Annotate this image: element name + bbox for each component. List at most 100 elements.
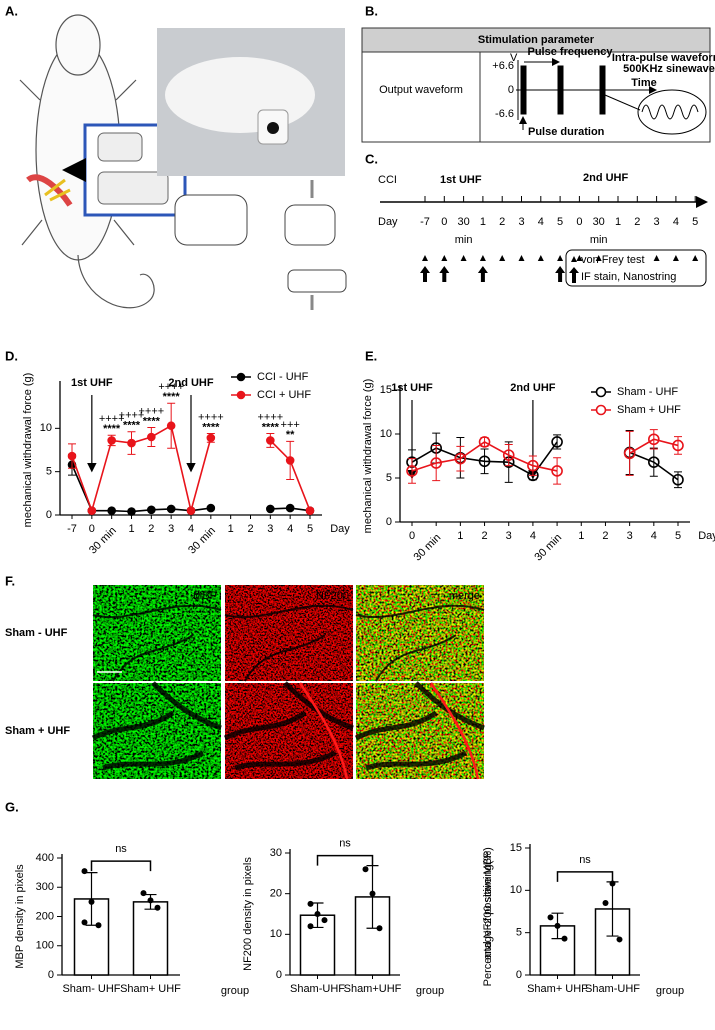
data-point <box>305 506 315 515</box>
data-point <box>623 447 636 460</box>
significance: **** <box>163 391 181 403</box>
data-point <box>285 503 295 513</box>
x-axis-label: Day <box>330 523 350 535</box>
timeline-tick-label: 0 <box>576 216 582 228</box>
x-axis-label: Day <box>698 530 715 542</box>
significance: ++++ <box>99 413 125 425</box>
von-frey-marker <box>422 255 428 261</box>
x-tick-label: Sham+ UHF <box>527 983 588 995</box>
column-label: NF200 <box>316 590 349 602</box>
table-title: Stimulation parameter <box>478 34 595 46</box>
legend-box <box>565 249 707 287</box>
data-point <box>107 436 116 445</box>
y-tick-label: 20 <box>270 888 282 900</box>
von-frey-marker <box>576 255 583 261</box>
significance-bracket <box>90 860 152 872</box>
timeline-start: CCI <box>378 174 397 186</box>
error-bar <box>480 448 489 475</box>
data-point <box>406 465 418 477</box>
data-point <box>454 452 467 465</box>
timeline-tick-label: 2 <box>499 216 505 228</box>
data-point <box>127 507 136 516</box>
timeline-tick-label: -7 <box>420 216 430 228</box>
panel-label: C. <box>365 151 378 166</box>
error-bar <box>480 437 489 447</box>
axis-label: Day <box>378 216 398 228</box>
error-bar <box>432 444 441 482</box>
significance: **** <box>143 415 161 427</box>
data-point <box>307 923 314 930</box>
legend-text: CCI - UHF <box>257 371 309 383</box>
data-point <box>206 503 216 513</box>
data-point <box>154 904 161 911</box>
x-tick-label: 4 <box>188 523 194 535</box>
data-point <box>206 433 216 443</box>
data-point <box>527 459 539 472</box>
legend-text: IF stain, Nanostring <box>581 271 676 283</box>
data-point <box>95 922 102 929</box>
x-axis-label: group <box>221 985 249 997</box>
device-base <box>97 171 169 205</box>
row-label: Sham + UHF <box>5 725 70 737</box>
significance: ++++ <box>257 411 283 423</box>
x-tick-label: 3 <box>267 523 273 535</box>
data-point <box>147 897 154 904</box>
data-point <box>609 880 616 887</box>
data-point <box>107 506 116 515</box>
x-tick-label: Sham+UHF <box>344 983 402 995</box>
timeline-tick-label: 0 <box>441 216 447 228</box>
significance-bracket <box>316 854 374 866</box>
y-tick-label: 10 <box>270 928 282 940</box>
panel-label: D. <box>5 348 18 363</box>
timeline-tick-label: 1 <box>480 216 486 228</box>
device <box>97 132 143 162</box>
legend-text: CCI + UHF <box>257 389 311 401</box>
significance: **** <box>123 420 141 432</box>
annotation: 500KHz sinewave <box>623 63 715 75</box>
x-tick-label: 3 <box>168 523 174 535</box>
significance: **** <box>103 423 121 435</box>
y-tick-label: 200 <box>36 910 54 922</box>
x-axis-label: group <box>656 985 684 997</box>
y-tick-label: 10 <box>380 428 392 440</box>
data-point <box>672 473 684 486</box>
data-point <box>67 451 77 461</box>
panel-label: E. <box>365 348 377 363</box>
data-point <box>147 505 156 515</box>
x-tick-label: 3 <box>506 530 512 542</box>
data-point <box>376 925 383 932</box>
von-frey-marker <box>518 255 525 261</box>
y-axis-label: NF200 density in pixels <box>242 857 254 971</box>
tissue-gap <box>355 604 485 682</box>
significance: **** <box>202 421 220 433</box>
x-tick-label: 4 <box>287 523 293 535</box>
significance-bracket <box>556 871 614 882</box>
timeline-tick-label: 30 <box>593 216 605 228</box>
significance: ns <box>339 838 351 850</box>
x-tick-label: Sham-UHF <box>290 983 345 995</box>
x-tick-label: 2 <box>481 530 487 542</box>
x-tick-label: Sham+ UHF <box>120 983 181 995</box>
data-point <box>672 439 684 452</box>
y-tick-label: 0 <box>386 516 392 528</box>
data-point <box>285 456 295 465</box>
micrograph-texture <box>225 585 353 681</box>
y-tick-label: 400 <box>36 852 54 864</box>
data-point <box>140 890 147 897</box>
data-point <box>87 506 97 515</box>
data-point <box>551 465 563 477</box>
data-point <box>166 421 176 431</box>
data-point <box>430 457 442 469</box>
von-frey-marker <box>537 255 544 261</box>
legend-marker <box>569 267 579 283</box>
data-point <box>362 866 369 873</box>
y-tick-label: 10 <box>40 422 52 434</box>
timeline-tick-label: 30 <box>457 216 469 228</box>
y-tick-label: 100 <box>36 940 54 952</box>
event-label: 1st UHF <box>391 382 433 394</box>
significance: ++++ <box>198 411 224 423</box>
data-point <box>551 436 563 448</box>
von-frey-marker <box>441 255 448 261</box>
timeline-tick-label: 5 <box>557 216 563 228</box>
data-point <box>307 900 314 907</box>
